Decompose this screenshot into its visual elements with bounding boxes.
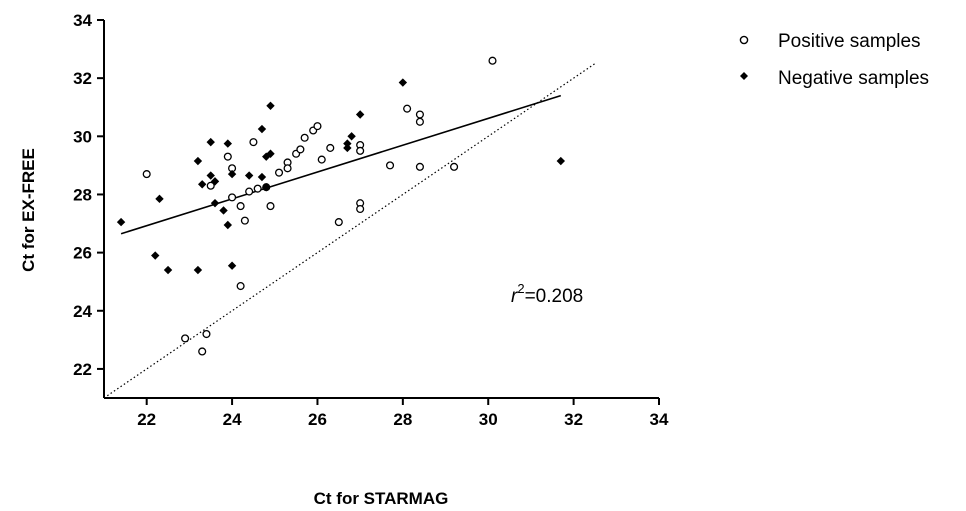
positive-sample-point: [300, 133, 309, 142]
negative-sample-point: [266, 101, 275, 110]
negative-sample-point: [193, 156, 203, 166]
negative-sample-point: [219, 206, 228, 215]
negative-sample-point: [227, 261, 237, 270]
legend-label-negative: Negative samples: [778, 68, 929, 89]
negative-sample-point: [266, 149, 275, 158]
negative-sample-point: [355, 110, 365, 119]
negative-sample-point: [197, 180, 207, 189]
positive-sample-point: [266, 202, 275, 211]
positive-sample-point: [274, 168, 284, 177]
y-tick-label: 30: [73, 127, 92, 146]
positive-sample-point: [313, 122, 322, 131]
x-tick-label: 22: [137, 410, 156, 429]
x-axis-title: Ct for STARMAG: [314, 489, 449, 508]
legend-marker-positive: [739, 35, 749, 45]
positive-sample-point: [206, 181, 215, 190]
x-tick-label: 30: [479, 410, 498, 429]
negative-sample-point: [210, 198, 220, 208]
negative-sample-point: [343, 143, 352, 153]
axis-ticks: 22 24 26 28 30 32 34 22 24 26 28 30 32 34: [73, 11, 669, 429]
positive-sample-point: [240, 216, 249, 225]
x-tick-label: 24: [223, 410, 242, 429]
y-tick-label: 26: [73, 244, 92, 263]
negative-sample-point: [347, 132, 356, 141]
positive-sample-point: [198, 347, 207, 356]
negative-sample-point: [227, 169, 237, 179]
y-tick-label: 28: [73, 185, 92, 204]
negative-sample-point: [343, 139, 352, 148]
negative-sample-point: [223, 220, 233, 230]
negative-sample-point: [398, 78, 408, 87]
positive-sample-point: [356, 146, 365, 155]
x-tick-label: 26: [308, 410, 327, 429]
positive-sample-point: [415, 162, 424, 171]
negative-sample-point: [193, 265, 203, 275]
x-tick-label: 32: [564, 410, 583, 429]
positive-sample-point: [326, 143, 335, 152]
positive-sample-point: [403, 104, 412, 113]
positive-sample-point: [228, 193, 237, 202]
negative-sample-point: [151, 251, 160, 260]
legend-marker-negative: [740, 72, 748, 80]
positive-sample-point: [415, 110, 424, 119]
positive-sample-point: [317, 155, 326, 164]
positive-sample-point: [415, 117, 424, 126]
positive-sample-point: [202, 329, 211, 339]
positive-sample-point: [334, 218, 343, 227]
legend: Positive samples Negative samples: [739, 31, 929, 89]
negative-sample-point: [244, 171, 254, 180]
positive-sample-point: [236, 282, 245, 291]
negative-sample-point: [210, 177, 220, 186]
negative-sample-point: [206, 171, 215, 180]
y-tick-label: 24: [73, 302, 92, 321]
positive-sample-point: [296, 145, 305, 154]
identity-line: [103, 63, 596, 399]
negative-sample-point: [262, 182, 271, 192]
regression-line: [120, 94, 562, 235]
x-tick-label: 34: [650, 410, 669, 429]
negative-sample-point: [556, 156, 566, 166]
positive-sample-point: [283, 164, 292, 173]
negative-sample-point: [257, 172, 267, 182]
y-tick-label: 34: [73, 11, 92, 30]
r-value: =0.208: [525, 286, 584, 307]
positive-sample-point: [181, 334, 190, 343]
r-superscript: 2: [517, 281, 524, 296]
positive-sample-point: [236, 202, 245, 211]
positive-sample-point: [385, 161, 395, 170]
positive-sample-point: [450, 162, 459, 171]
y-axis-title: Ct for EX-FREE: [19, 148, 38, 272]
positive-sample-point: [223, 152, 232, 161]
negative-sample-point: [155, 194, 164, 204]
positive-sample-point: [488, 56, 497, 65]
r-squared-annotation: r2=0.208: [511, 281, 583, 307]
positive-sample-point: [356, 204, 365, 214]
negative-sample-point: [257, 124, 267, 134]
legend-label-positive: Positive samples: [778, 31, 921, 52]
positive-sample-point: [142, 170, 151, 179]
negative-sample-point: [163, 265, 173, 275]
negative-sample-point: [116, 217, 126, 227]
r-symbol: r: [511, 286, 518, 307]
plot-area: [103, 56, 596, 399]
positive-sample-point: [249, 138, 258, 147]
y-tick-label: 22: [73, 360, 92, 379]
y-tick-label: 32: [73, 69, 92, 88]
negative-sample-point: [206, 137, 215, 147]
positive-sample-point: [245, 187, 254, 196]
positive-sample-point: [253, 184, 262, 193]
negative-sample-point: [223, 139, 233, 148]
x-tick-label: 28: [393, 410, 412, 429]
